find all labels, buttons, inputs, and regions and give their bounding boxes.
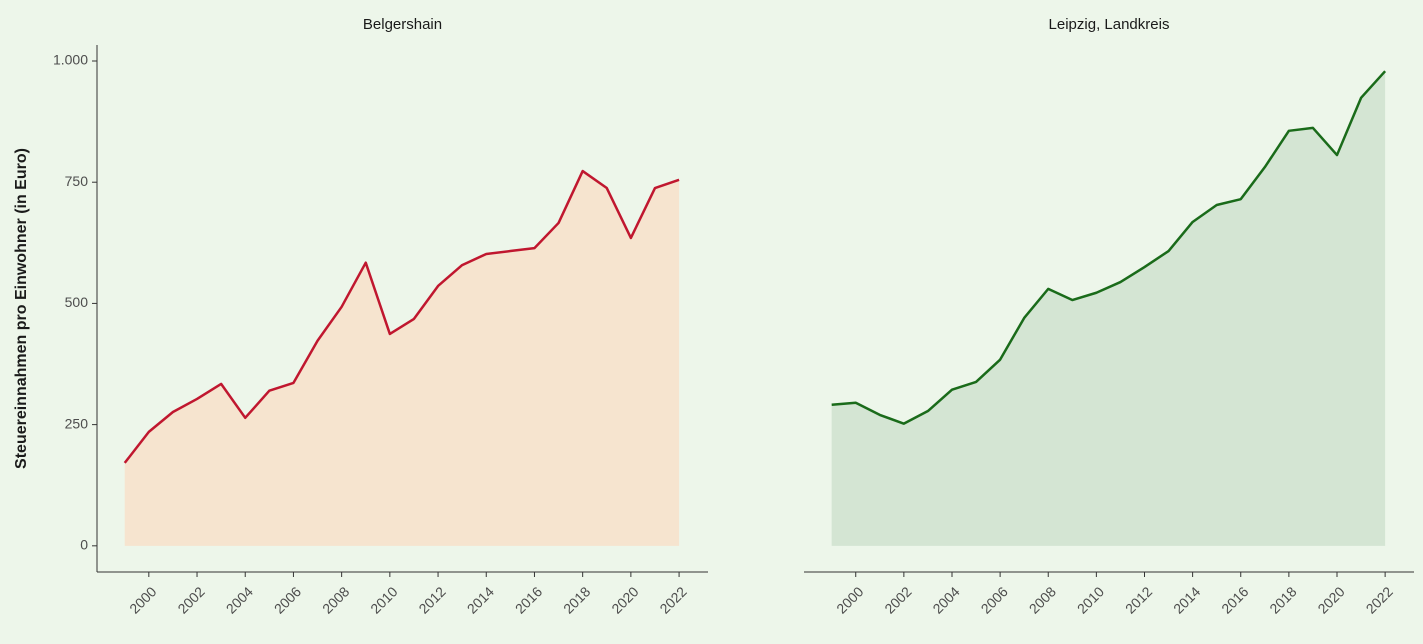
- x-tick-label: 2012: [1122, 583, 1155, 616]
- y-tick-label: 0: [80, 537, 88, 553]
- line: [831, 70, 1387, 425]
- x-tick-label: 2014: [1170, 583, 1203, 616]
- x-tick-label: 2002: [174, 583, 207, 616]
- x-tick-label: 2004: [929, 583, 962, 616]
- x-tick-label: 2020: [608, 583, 641, 616]
- x-tick-label: 2014: [464, 583, 497, 616]
- x-tick-label: 2010: [1074, 583, 1107, 616]
- y-tick-label: 1.000: [53, 52, 88, 68]
- x-tick-label: 2012: [415, 583, 448, 616]
- panel-title: Belgershain: [363, 16, 442, 33]
- x-tick-label: 2006: [978, 583, 1011, 616]
- x-tick-label: 2016: [512, 583, 545, 616]
- y-tick-label: 750: [65, 173, 89, 189]
- x-tick-label: 2004: [223, 583, 256, 616]
- x-tick-label: 2016: [1218, 583, 1251, 616]
- x-tick-label: 2006: [271, 583, 304, 616]
- x-tick-label: 2018: [1266, 583, 1299, 616]
- y-tick-label: 500: [65, 294, 89, 310]
- area: [124, 171, 680, 546]
- x-tick-label: 2000: [126, 583, 159, 616]
- line: [123, 169, 680, 464]
- x-tick-label: 2008: [319, 583, 352, 616]
- y-tick-label: 250: [65, 415, 89, 431]
- x-tick-label: 2000: [833, 583, 866, 616]
- x-tick-label: 2022: [656, 583, 689, 616]
- x-tick-label: 2018: [560, 583, 593, 616]
- x-tick-label: 2020: [1314, 583, 1347, 616]
- area: [831, 71, 1386, 546]
- x-tick-label: 2010: [367, 583, 400, 616]
- y-axis-label: Steuereinnahmen pro Einwohner (in Euro): [13, 148, 30, 469]
- x-tick-label: 2002: [881, 583, 914, 616]
- x-tick-label: 2022: [1363, 583, 1396, 616]
- panel-title: Leipzig, Landkreis: [1049, 16, 1170, 33]
- x-tick-label: 2008: [1026, 583, 1059, 616]
